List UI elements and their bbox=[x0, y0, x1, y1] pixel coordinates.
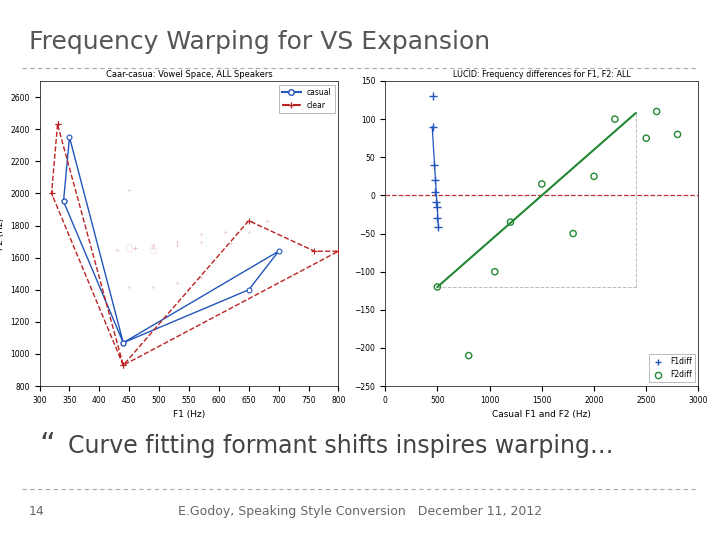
Point bbox=[641, 134, 652, 143]
Point bbox=[463, 351, 474, 360]
Point bbox=[536, 180, 547, 188]
Point bbox=[609, 115, 621, 124]
Point bbox=[489, 267, 500, 276]
Text: E.Godoy, Speaking Style Conversion   December 11, 2012: E.Godoy, Speaking Style Conversion Decem… bbox=[178, 505, 542, 518]
Point bbox=[428, 123, 439, 131]
Title: LUCID: Frequency differences for F1, F2: ALL: LUCID: Frequency differences for F1, F2:… bbox=[453, 70, 631, 79]
Point bbox=[588, 172, 600, 181]
Point bbox=[432, 282, 444, 291]
Point bbox=[429, 176, 441, 185]
Y-axis label: F2 (Hz): F2 (Hz) bbox=[0, 218, 5, 249]
X-axis label: Casual F1 and F2 (Hz): Casual F1 and F2 (Hz) bbox=[492, 410, 591, 420]
Point bbox=[505, 218, 516, 226]
Text: Frequency Warping for VS Expansion: Frequency Warping for VS Expansion bbox=[29, 30, 490, 53]
Point bbox=[430, 187, 441, 196]
X-axis label: F1 (Hz): F1 (Hz) bbox=[173, 410, 205, 420]
Legend: casual, clear: casual, clear bbox=[279, 85, 335, 113]
Point bbox=[431, 202, 442, 211]
Point bbox=[432, 214, 444, 222]
Point bbox=[651, 107, 662, 116]
Text: Curve fitting formant shifts inspires warping…: Curve fitting formant shifts inspires wa… bbox=[68, 434, 614, 457]
Point bbox=[431, 197, 442, 206]
Point bbox=[428, 160, 440, 169]
Text: “: “ bbox=[40, 431, 55, 460]
Point bbox=[432, 223, 444, 232]
Point bbox=[672, 130, 683, 139]
Point bbox=[567, 229, 579, 238]
Legend: F1diff, F2diff: F1diff, F2diff bbox=[649, 354, 695, 382]
Point bbox=[427, 92, 438, 100]
Title: Caar-casua: Vowel Space, ALL Speakers: Caar-casua: Vowel Space, ALL Speakers bbox=[106, 70, 272, 79]
Text: 14: 14 bbox=[29, 505, 45, 518]
